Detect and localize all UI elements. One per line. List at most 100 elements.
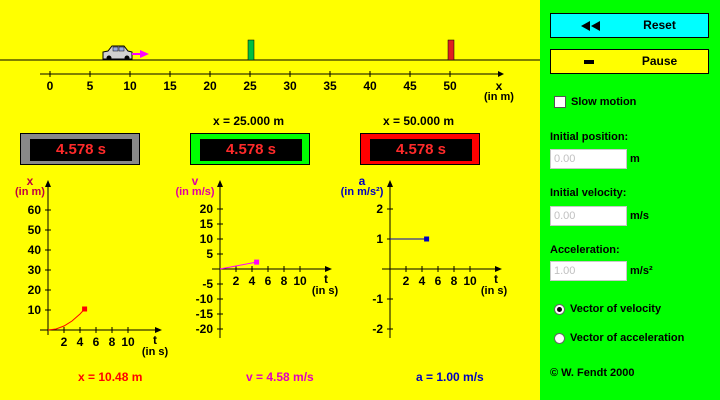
velocity-curve (219, 261, 257, 270)
velocity-graph-xunit: (in s) (312, 285, 339, 297)
track-svg: 0 5 10 15 20 25 30 35 40 45 50 x (in m) (0, 39, 540, 103)
position-graph-xtick-label: 2 (61, 335, 68, 349)
position-axis-tick-label: 30 (283, 79, 297, 93)
position-axis-tick-label: 5 (87, 79, 94, 93)
slow-motion-checkbox[interactable] (554, 96, 566, 108)
vector-velocity-radio[interactable] (554, 304, 565, 315)
sensor-gate-1[interactable] (247, 39, 255, 61)
velocity-graph-ytick-label: -20 (196, 322, 214, 336)
acceleration-graph-xlabel: t (494, 272, 498, 286)
simulation-area: 0 5 10 15 20 25 30 35 40 45 50 x (in m) x = 25.000… (0, 0, 540, 400)
sensor2-label: x = 50.000 m (383, 114, 455, 128)
position-graph-ytick-label: 10 (28, 303, 42, 317)
position-graph-ytick-label: 40 (28, 243, 42, 257)
pause-button[interactable]: Pause (550, 49, 709, 74)
initial-velocity-label: Initial velocity: (550, 187, 627, 199)
position-readout: x = 10.48 m (78, 370, 143, 384)
acceleration-graph-xtick-label: 8 (451, 274, 458, 288)
position-graph-xtick-label: 8 (109, 335, 116, 349)
velocity-graph-ytick-label: -15 (196, 307, 214, 321)
slow-motion-label[interactable]: Slow motion (571, 96, 637, 108)
position-axis-tick-label: 0 (47, 79, 54, 93)
position-graph-xtick-label: 6 (93, 335, 100, 349)
position-graph-ytick-label: 30 (28, 263, 42, 277)
velocity-readout: v = 4.58 m/s (246, 370, 314, 384)
acceleration-marker (424, 236, 430, 242)
acceleration-label: Acceleration: (550, 244, 620, 256)
position-graph-xlabel: t (153, 333, 157, 347)
velocity-graph-ytick-label: 5 (206, 247, 213, 261)
position-axis-tick-label: 25 (243, 79, 257, 93)
pause-label: Pause (641, 54, 678, 68)
acceleration-graph-xtick-label: 4 (419, 274, 426, 288)
position-graph-ytick-label: 50 (28, 223, 42, 237)
velocity-graph-ytick-label: -5 (202, 277, 213, 291)
pause-icon (584, 60, 594, 64)
acceleration-graph-xtick-label: 2 (403, 274, 410, 288)
velocity-graph-xtick-label: 2 (233, 274, 240, 288)
position-axis-tick-label: 40 (363, 79, 377, 93)
reset-button[interactable]: Reset (550, 13, 709, 38)
acceleration-graph-xtick-label: 10 (463, 274, 477, 288)
acceleration-unit: m/s² (630, 265, 653, 277)
position-axis-tick-label: 50 (443, 79, 457, 93)
acceleration-graph-ytick-label: -2 (372, 322, 383, 336)
velocity-graph-xtick-label: 10 (293, 274, 307, 288)
velocity-graph-xlabel: t (324, 272, 328, 286)
acceleration-field[interactable] (550, 261, 627, 281)
timer-sensor2: 4.578 s (360, 133, 480, 165)
acceleration-graph-yunit: (in m/s²) (341, 186, 384, 198)
acceleration-graph-ytick-label: 2 (376, 202, 383, 216)
acceleration-graph-xtick-label: 6 (435, 274, 442, 288)
acceleration-graph-ylabel: a (359, 174, 366, 188)
acceleration-graph-xunit: (in s) (481, 285, 508, 297)
position-graph-yunit: (in m) (15, 186, 45, 198)
velocity-graph-yunit: (in m/s) (175, 186, 214, 198)
acceleration-graph: a (in m/s²) t (in s) 21-1-22 4 6 8 10 (341, 174, 508, 338)
position-marker (82, 306, 88, 312)
vector-velocity-label[interactable]: Vector of velocity (570, 303, 662, 315)
position-axis-label: x (496, 79, 503, 93)
sensor1-label: x = 25.000 m (213, 114, 285, 128)
rewind-icon (580, 20, 602, 32)
position-graph-ylabel: x (27, 174, 34, 188)
position-graph-xtick-label: 4 (77, 335, 84, 349)
position-axis: 0 5 10 15 20 25 30 35 40 45 50 (40, 71, 504, 93)
position-graph-ytick-label: 60 (28, 203, 42, 217)
vector-acceleration-radio[interactable] (554, 333, 565, 344)
velocity-marker (254, 259, 260, 265)
velocity-graph-ytick-label: 20 (200, 202, 214, 216)
velocity-graph-ylabel: v (192, 174, 199, 188)
car-icon (102, 45, 133, 61)
position-graph-xtick-label: 10 (121, 335, 135, 349)
timer-sensor1-display: 4.578 s (200, 139, 302, 161)
position-axis-tick-label: 20 (203, 79, 217, 93)
sensor-gate-2[interactable] (447, 39, 455, 61)
velocity-graph-xtick-label: 4 (249, 274, 256, 288)
radio-selected-dot (557, 307, 562, 312)
position-axis-tick-label: 10 (123, 79, 137, 93)
velocity-graph-xtick-label: 8 (281, 274, 288, 288)
vector-acceleration-label[interactable]: Vector of acceleration (570, 332, 685, 344)
acceleration-graph-ytick-label: -1 (372, 292, 383, 306)
initial-position-label: Initial position: (550, 131, 629, 143)
velocity-graph-xtick-label: 6 (265, 274, 272, 288)
copyright-text: © W. Fendt 2000 (550, 367, 635, 379)
position-axis-tick-label: 15 (163, 79, 177, 93)
initial-position-unit: m (630, 153, 640, 165)
timer-sensor1: 4.578 s (190, 133, 310, 165)
timer-start-display: 4.578 s (30, 139, 132, 161)
initial-velocity-field[interactable] (550, 206, 627, 226)
acceleration-readout: a = 1.00 m/s (416, 370, 484, 384)
velocity-graph-ytick-label: 15 (200, 217, 214, 231)
position-graph-ytick-label: 20 (28, 283, 42, 297)
position-axis-tick-label: 35 (323, 79, 337, 93)
position-curve (47, 308, 85, 331)
timer-sensor2-display: 4.578 s (370, 139, 472, 161)
velocity-vector-arrow (132, 50, 149, 58)
initial-velocity-unit: m/s (630, 210, 649, 222)
position-axis-tick-label: 45 (403, 79, 417, 93)
initial-position-field[interactable] (550, 149, 627, 169)
